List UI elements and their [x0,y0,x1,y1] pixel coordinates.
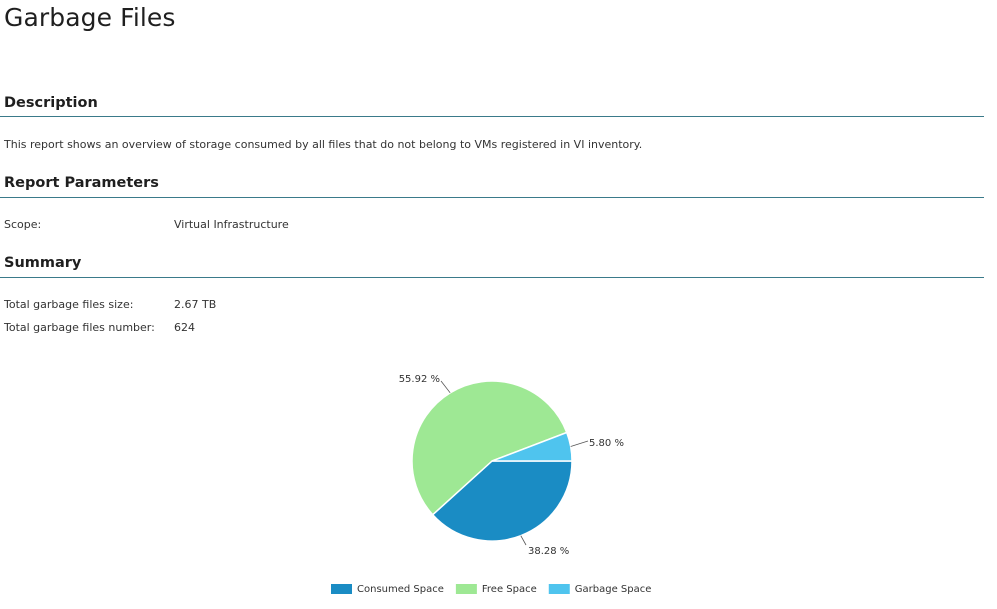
summary-heading: Summary [4,255,82,271]
description-divider [0,116,984,117]
pie-data-label-consumed-space: 38.28 % [528,546,569,557]
pie-leader-line-free-space [440,380,451,394]
report-parameters-divider [0,197,984,198]
report-title: Garbage Files [4,3,176,32]
legend-label-garbage-space: Garbage Space [575,584,652,595]
pie-data-label-free-space: 55.92 % [399,374,440,385]
description-heading: Description [4,95,98,111]
legend-label-free-space: Free Space [482,584,537,595]
scope-value: Virtual Infrastructure [174,218,289,231]
scope-label: Scope: [4,218,42,231]
pie-data-label-garbage-space: 5.80 % [589,438,624,449]
legend-swatch-free-space [455,584,477,594]
pie-leader-line-garbage-space [570,440,589,447]
legend-swatch-garbage-space [548,584,570,594]
pie-leader-line-consumed-space [520,535,527,546]
total-size-value: 2.67 TB [174,298,217,311]
total-number-value: 624 [174,321,195,334]
legend-swatch-consumed-space [331,584,352,594]
summary-divider [0,277,984,278]
pie-slice-consumed-space [431,460,573,542]
total-size-label: Total garbage files size: [4,298,134,311]
total-number-label: Total garbage files number: [4,321,155,334]
legend-label-consumed-space: Consumed Space [357,584,444,595]
description-text: This report shows an overview of storage… [4,138,643,151]
report-parameters-heading: Report Parameters [4,175,159,191]
pie-slice-garbage-space [491,431,573,462]
